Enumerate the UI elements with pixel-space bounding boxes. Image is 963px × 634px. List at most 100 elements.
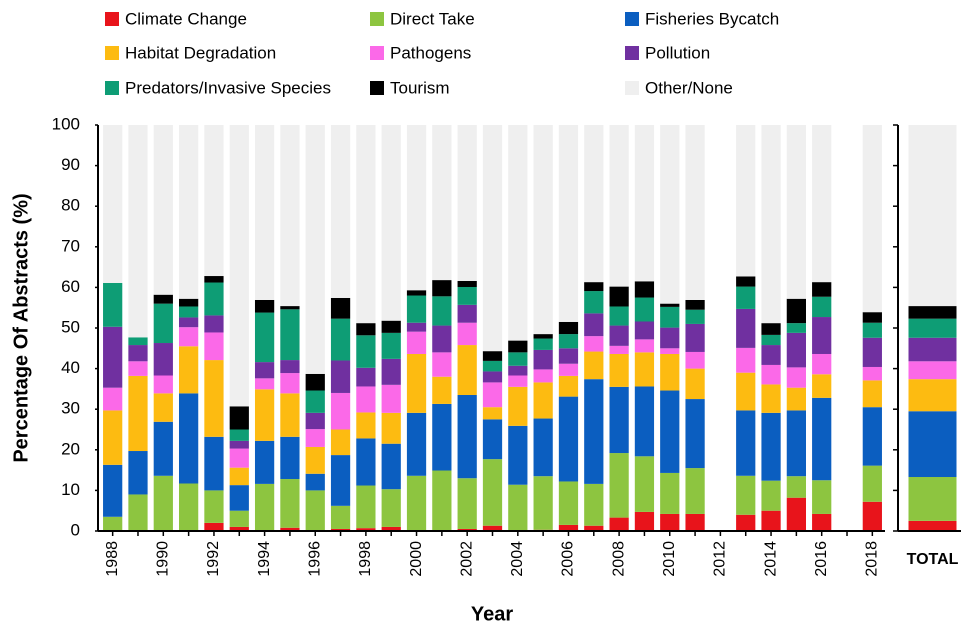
bar-segment xyxy=(153,421,173,476)
bar-segment xyxy=(508,425,528,485)
total-bar-segment xyxy=(908,337,957,362)
bar-segment xyxy=(229,448,249,468)
bar-segment xyxy=(330,360,351,393)
bar-segment xyxy=(634,281,655,298)
bar-segment xyxy=(761,334,781,346)
bar-segment xyxy=(381,412,401,444)
bar-segment xyxy=(634,386,655,457)
bar-segment xyxy=(634,339,655,353)
x-tick-label: 2008 xyxy=(610,541,627,577)
bar-segment xyxy=(761,412,781,481)
bar-segment xyxy=(103,282,123,327)
bar-segment xyxy=(406,295,427,323)
bar-segment xyxy=(482,371,503,383)
bar-segment xyxy=(685,368,705,400)
bar-segment xyxy=(660,353,680,391)
x-tick-label: 1988 xyxy=(104,541,121,577)
bar-segment xyxy=(457,478,477,529)
y-tick-label: 100 xyxy=(52,114,80,133)
legend-swatch xyxy=(105,81,119,95)
y-tick-label: 80 xyxy=(61,196,80,215)
bar-segment xyxy=(229,440,249,449)
bar-segment xyxy=(482,459,503,526)
bar-segment xyxy=(660,306,680,328)
legend-swatch xyxy=(625,12,639,26)
bar-segment xyxy=(305,490,325,531)
x-tick-label: 2002 xyxy=(458,541,475,577)
bar-segment xyxy=(153,294,173,304)
bar-segment xyxy=(280,436,300,480)
bar-segment xyxy=(356,412,376,439)
bar-segment xyxy=(457,280,477,287)
bar-segment xyxy=(761,345,781,365)
bar-segment xyxy=(786,298,806,324)
bar-segment xyxy=(432,352,452,377)
bar-segment xyxy=(584,351,604,380)
bar-segment xyxy=(558,481,579,525)
bar-segment xyxy=(761,480,781,511)
bar-segment xyxy=(305,446,325,474)
legend-swatch xyxy=(625,46,639,60)
bar-segment xyxy=(128,451,148,495)
bar-segment xyxy=(381,358,401,385)
x-tick-label: 2016 xyxy=(813,541,830,577)
bar-segment xyxy=(204,522,224,531)
bar-segment xyxy=(634,352,655,387)
x-tick-label: 1992 xyxy=(205,541,222,577)
bar-segment xyxy=(153,343,173,376)
bar-segment xyxy=(457,286,477,305)
total-bar-segment xyxy=(908,411,957,478)
bar-segment xyxy=(179,483,199,531)
bar-segment xyxy=(254,312,275,363)
bar-segment xyxy=(609,353,629,387)
bar-segment xyxy=(406,290,427,296)
bar-segment xyxy=(634,511,655,531)
bar-segment xyxy=(229,510,249,527)
bar-segment xyxy=(482,407,503,420)
bar-segment xyxy=(103,125,123,283)
bar-segment xyxy=(204,332,224,361)
y-tick-label: 10 xyxy=(61,480,80,499)
legend-swatch xyxy=(370,81,384,95)
bar-segment xyxy=(786,125,806,299)
bar-segment xyxy=(381,125,401,321)
bar-segment xyxy=(660,348,680,354)
bar-segment xyxy=(736,514,756,531)
bar-segment xyxy=(204,282,224,316)
bar-segment xyxy=(179,346,199,394)
bar-segment xyxy=(533,338,553,350)
bar-segment xyxy=(406,475,427,531)
bar-segment xyxy=(533,418,553,477)
y-tick-label: 0 xyxy=(71,520,80,539)
bar-segment xyxy=(508,340,528,353)
bar-segment xyxy=(533,349,553,370)
bar-segment xyxy=(330,429,351,456)
total-bar-segment xyxy=(908,520,957,531)
bar-segment xyxy=(558,334,579,349)
total-bar-segment xyxy=(908,318,957,338)
x-tick-label: 2014 xyxy=(762,541,779,577)
legend-label: Climate Change xyxy=(125,9,247,28)
bar-segment xyxy=(432,376,452,404)
bar-segment xyxy=(381,332,401,359)
bar-segment xyxy=(153,475,173,531)
bar-segment xyxy=(305,473,325,491)
bar-segment xyxy=(103,464,123,517)
bar-segment xyxy=(584,291,604,314)
legend-label: Tourism xyxy=(390,78,450,97)
bar-segment xyxy=(204,360,224,437)
bar-segment xyxy=(862,312,882,323)
bar-segment xyxy=(482,125,503,352)
bar-segment xyxy=(432,125,452,281)
bar-segment xyxy=(457,125,477,281)
legend-swatch xyxy=(105,46,119,60)
bar-segment xyxy=(457,394,477,479)
bar-segment xyxy=(482,525,503,531)
bar-segment xyxy=(862,501,882,531)
bar-segment xyxy=(406,331,427,354)
x-tick-label: 2010 xyxy=(661,541,678,577)
bar-segment xyxy=(786,332,806,368)
bar-segment xyxy=(330,392,351,430)
bar-segment xyxy=(584,379,604,484)
bar-segment xyxy=(609,325,629,346)
